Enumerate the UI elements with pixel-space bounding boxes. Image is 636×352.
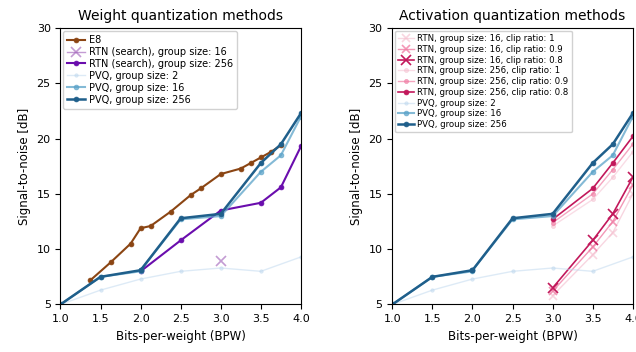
Legend: RTN, group size: 16, clip ratio: 1, RTN, group size: 16, clip ratio: 0.9, RTN, g: RTN, group size: 16, clip ratio: 1, RTN,… <box>395 31 572 132</box>
X-axis label: Bits-per-weight (BPW): Bits-per-weight (BPW) <box>116 330 245 343</box>
Title: Activation quantization methods: Activation quantization methods <box>399 9 626 23</box>
Legend: E8, RTN (search), group size: 16, RTN (search), group size: 256, PVQ, group size: E8, RTN (search), group size: 16, RTN (s… <box>64 31 237 108</box>
Title: Weight quantization methods: Weight quantization methods <box>78 9 283 23</box>
Y-axis label: Signal-to-noise [dB]: Signal-to-noise [dB] <box>18 108 31 225</box>
Y-axis label: Signal-to-noise [dB]: Signal-to-noise [dB] <box>350 108 363 225</box>
X-axis label: Bits-per-weight (BPW): Bits-per-weight (BPW) <box>448 330 577 343</box>
